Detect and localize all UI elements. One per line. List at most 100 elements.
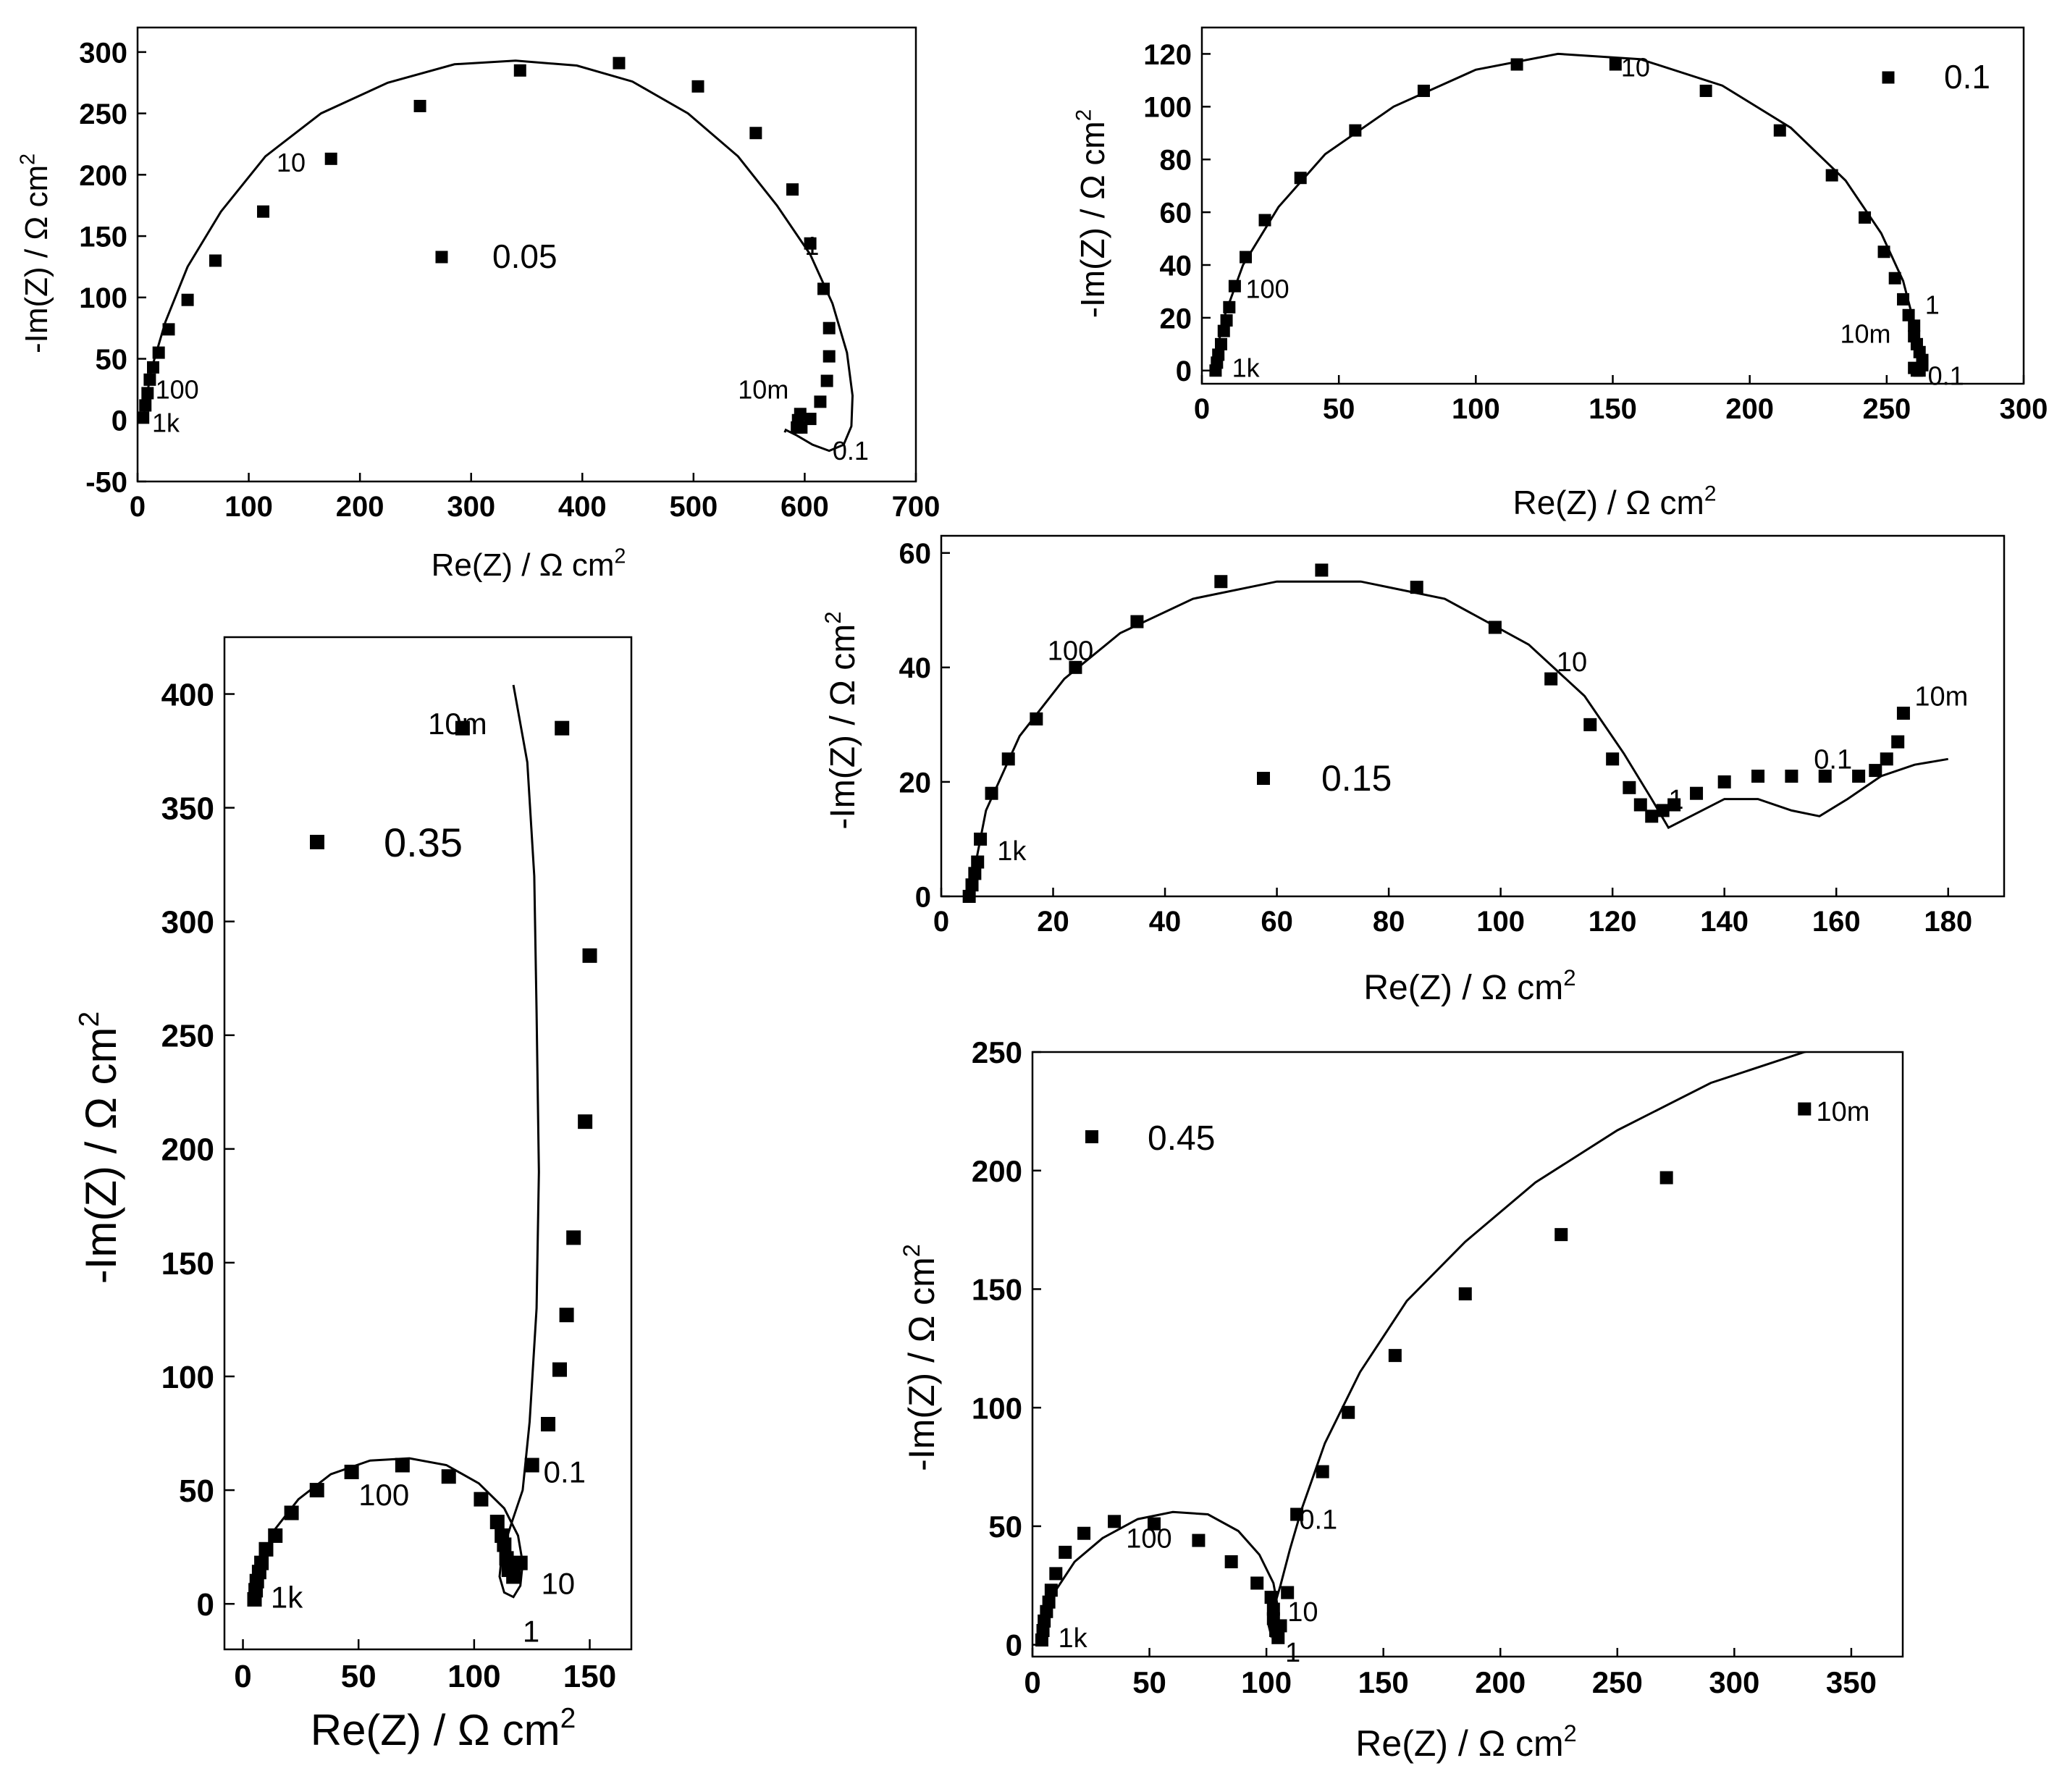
data-point <box>1633 798 1647 812</box>
x-tick-label: 0 <box>1024 1665 1040 1699</box>
frequency-label: 10m <box>738 375 788 405</box>
x-tick-label: 160 <box>1812 906 1861 938</box>
data-point <box>1869 764 1882 778</box>
data-point <box>1877 245 1890 258</box>
data-point <box>1044 1583 1058 1597</box>
frequency-label: 1k <box>997 836 1027 867</box>
x-tick-label: 50 <box>1323 393 1355 425</box>
y-axis-title-text: -Im(Z) / Ω cm <box>901 1257 942 1471</box>
data-point <box>817 282 830 295</box>
y-tick-label: 200 <box>79 160 127 192</box>
y-tick-label: 40 <box>1160 250 1192 282</box>
x-tick-label: 0 <box>234 1659 251 1694</box>
frequency-label: 10m <box>1840 319 1891 348</box>
data-point <box>1773 124 1786 137</box>
data-point <box>582 948 597 963</box>
data-point <box>1751 770 1765 783</box>
data-point <box>691 80 704 93</box>
x-axis-title-text: Re(Z) / Ω cm <box>1363 969 1563 1007</box>
data-point <box>1342 1405 1355 1419</box>
y-tick-label: 100 <box>161 1360 214 1395</box>
data-point <box>257 205 270 218</box>
frequency-label: 10m <box>428 707 487 741</box>
x-axis-title-exponent: 2 <box>1564 1720 1577 1746</box>
data-point <box>413 99 426 112</box>
data-point <box>1220 314 1233 327</box>
data-point <box>1274 1619 1287 1633</box>
data-point <box>985 786 998 800</box>
frequency-label: 1k <box>152 408 180 437</box>
frequency-label: 10 <box>1557 647 1587 678</box>
y-tick-label: 150 <box>79 221 127 253</box>
data-point <box>1896 707 1910 720</box>
data-point <box>344 1464 359 1479</box>
data-point <box>268 1528 283 1543</box>
data-point <box>152 346 165 359</box>
data-point <box>1908 319 1921 332</box>
frequency-label: 1k <box>1232 353 1261 383</box>
frequency-label: 0.1 <box>1928 361 1964 391</box>
data-point <box>147 361 159 374</box>
legend-label: 0.45 <box>1148 1119 1215 1158</box>
data-point <box>1258 214 1271 227</box>
plot-frame <box>223 636 633 1651</box>
data-point <box>1388 1349 1402 1363</box>
y-tick-label: 0 <box>915 881 931 913</box>
data-point <box>497 1537 512 1552</box>
frequency-label: 10m <box>1914 682 1968 712</box>
data-point <box>1659 1171 1673 1185</box>
y-tick-label: 0 <box>112 405 127 437</box>
frequency-label: 10 <box>1287 1597 1318 1628</box>
data-point <box>254 1555 269 1570</box>
x-axis-title-text: Re(Z) / Ω cm <box>311 1706 560 1754</box>
y-axis-title-exponent: 2 <box>16 153 39 165</box>
x-tick-label: 0 <box>130 491 146 523</box>
plot-frame <box>136 26 917 483</box>
data-point <box>1108 1515 1122 1528</box>
x-tick-label: 50 <box>341 1659 376 1694</box>
data-point <box>455 720 470 736</box>
data-point <box>1880 752 1893 766</box>
x-tick-label: 60 <box>1261 906 1293 938</box>
y-tick-label: 150 <box>161 1246 214 1282</box>
data-point <box>489 1515 505 1530</box>
data-point <box>1030 712 1043 725</box>
data-point <box>1699 84 1712 97</box>
data-point <box>1192 1534 1206 1547</box>
frequency-label: 1k <box>1059 1623 1088 1654</box>
data-point <box>566 1230 581 1245</box>
y-axis-title-exponent: 2 <box>74 1011 105 1027</box>
x-tick-label: 300 <box>447 491 495 523</box>
data-point <box>1217 324 1230 337</box>
legend-label: 0.05 <box>492 237 558 275</box>
x-tick-label: 50 <box>1132 1665 1166 1699</box>
x-tick-label: 20 <box>1037 906 1069 938</box>
legend-marker <box>1257 772 1270 785</box>
data-point <box>1271 1631 1285 1644</box>
data-point <box>1049 1567 1063 1581</box>
data-point <box>962 890 976 903</box>
data-point <box>1281 1586 1295 1599</box>
data-point <box>578 1114 593 1130</box>
data-point <box>559 1308 574 1323</box>
x-tick-label: 100 <box>447 1659 500 1694</box>
y-tick-label: 20 <box>899 767 932 799</box>
data-point <box>1583 718 1597 731</box>
y-tick-label: 100 <box>972 1391 1022 1425</box>
fit-curve <box>142 59 854 453</box>
data-point <box>1798 1102 1812 1116</box>
data-point <box>1001 752 1015 766</box>
data-point <box>613 56 626 70</box>
frequency-label: 10 <box>277 148 306 177</box>
data-point <box>971 855 985 869</box>
x-tick-label: 500 <box>669 491 718 523</box>
frequency-label: 1 <box>1668 785 1683 815</box>
x-tick-label: 350 <box>1826 1665 1877 1699</box>
data-point <box>794 408 807 421</box>
y-axis-title-text: -Im(Z) / Ω cm <box>77 1027 125 1284</box>
fit-curve <box>1211 52 1927 371</box>
y-tick-label: 250 <box>161 1019 214 1054</box>
data-point <box>499 1551 514 1566</box>
data-point <box>324 152 337 165</box>
